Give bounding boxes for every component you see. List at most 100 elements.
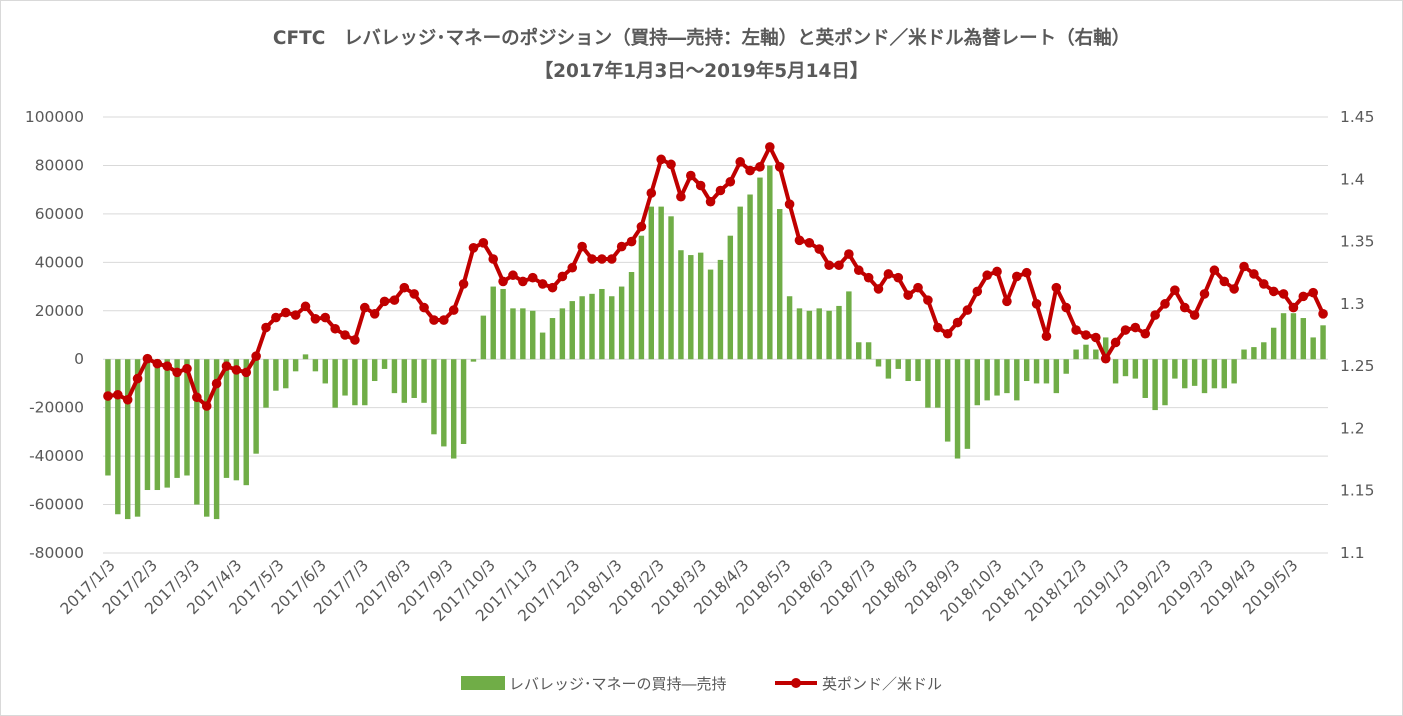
gbp-usd-point [537,279,548,289]
gbp-usd-point [1308,287,1318,298]
bar [777,209,783,360]
gbp-usd-point [310,314,321,324]
bar [263,359,269,408]
gbp-usd-point [132,373,143,384]
bar [717,259,724,360]
bar [757,177,763,360]
bar [342,359,348,396]
bar [1063,359,1069,374]
bar [144,359,151,491]
gbp-usd-point [1140,328,1151,339]
gbp-usd-point [626,236,637,247]
bar [124,359,131,520]
bar [688,255,694,360]
gbp-usd-point [1130,322,1141,333]
gbp-usd-point [893,272,904,283]
y-left-tick-label: 20000 [35,302,84,320]
bar [895,359,901,369]
gbp-usd-point [686,170,696,181]
gbp-usd-point [300,301,311,312]
gbp-usd-point [646,188,657,198]
bar [1290,313,1297,360]
x-axis-ticks: 2017/1/32017/2/32017/3/32017/4/32017/5/3… [57,556,1302,625]
gbp-usd-point [280,307,291,318]
bar [786,296,793,360]
gbp-usd-point [1209,265,1220,276]
y-left-tick-label: -80000 [29,544,84,562]
bar [648,206,654,360]
bar [1132,359,1139,379]
bar [1023,359,1030,382]
gbp-usd-point [972,286,983,297]
gbp-usd-point [883,269,894,279]
bar [727,235,734,360]
gbp-usd-point [211,378,222,389]
gbp-usd-point [201,401,212,411]
right-axis-ticks: 1.45 1.4 1.35 1.3 1.25 1.2 1.15 1.1 [1340,108,1375,562]
gbp-usd-point [468,243,479,253]
gbp-usd-point [1298,291,1309,302]
bar [233,359,240,481]
bar [856,342,862,360]
gbp-usd-point [1288,302,1299,313]
y-right-tick-label: 1.4 [1340,170,1365,188]
gbp-usd-point [784,199,795,209]
bar [737,206,743,360]
gbp-usd-point [1051,282,1062,293]
bar [510,308,516,360]
bar [1043,359,1050,384]
legend-line-marker [791,678,801,688]
gbp-usd-point [241,367,252,378]
y-right-tick-label: 1.25 [1340,357,1375,375]
gbp-usd-point [419,302,429,313]
gbp-usd-point [804,238,815,248]
y-right-tick-label: 1.45 [1340,108,1375,126]
gbp-usd-point [340,330,350,340]
bar [1221,359,1227,389]
bar [1191,359,1198,386]
gbp-usd-point [547,282,558,293]
y-left-tick-label: 0 [74,350,84,368]
bar [668,216,674,360]
gbp-usd-point [903,290,913,300]
gbp-usd-point [389,295,400,305]
gbp-usd-point [715,185,726,196]
bar [1211,359,1218,389]
bar [253,359,259,454]
gbp-usd-point [320,312,331,323]
y-left-tick-label: -40000 [29,447,84,465]
gbp-usd-point [1239,261,1249,272]
gbp-usd-point [695,180,706,191]
gbp-usd-point [962,305,973,315]
gbp-usd-point [942,328,953,339]
bar [490,286,496,360]
bar [174,359,180,478]
bar [362,359,368,406]
gbp-usd-point [231,365,242,375]
gbp-usd-point [745,165,755,176]
gbp-usd-point [1219,276,1230,287]
gbp-usd-point [221,361,232,371]
gbp-usd-point [1170,285,1180,295]
gbp-usd-point [409,289,419,299]
bar [1004,359,1010,394]
y-right-tick-label: 1.3 [1340,295,1365,313]
y-right-tick-label: 1.1 [1340,544,1365,562]
gbp-usd-point [725,176,736,187]
gbp-usd-point [863,272,874,283]
gbp-usd-point [1160,299,1170,309]
gbp-usd-point [1179,302,1190,313]
gbp-usd-point [705,196,716,207]
bar [302,354,309,360]
bar [628,272,635,360]
bar [796,308,803,360]
bar [1033,359,1040,384]
bar [213,359,220,520]
bar [1112,359,1119,384]
bar [391,359,398,394]
bar [1093,349,1099,360]
gbp-usd-point [152,358,163,369]
bar [935,359,941,408]
bar [460,359,467,444]
bar [154,359,161,491]
